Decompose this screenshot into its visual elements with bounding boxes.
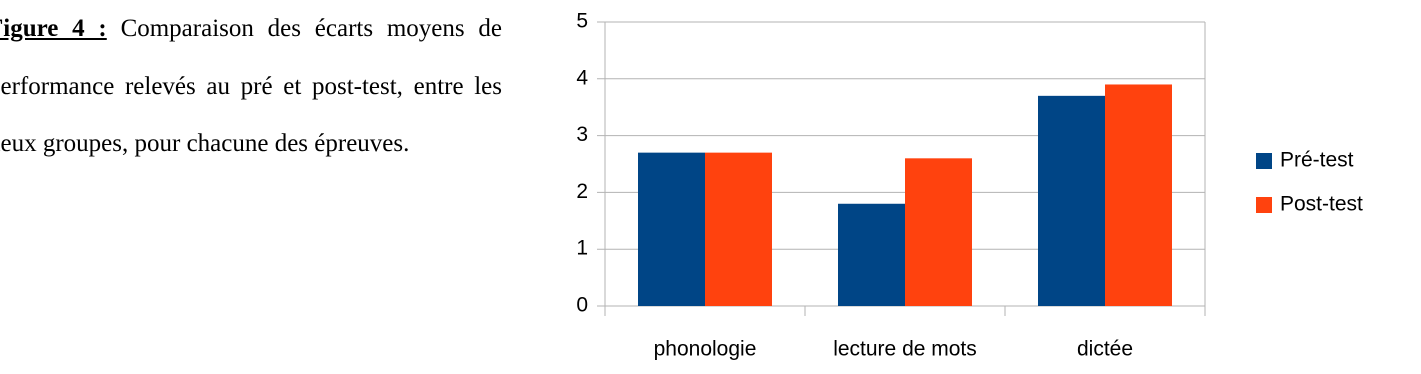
bar xyxy=(705,152,772,306)
bar xyxy=(638,152,705,306)
x-tick-label: phonologie xyxy=(654,338,757,361)
x-tick-label: dictée xyxy=(1077,338,1133,361)
bar xyxy=(838,203,905,306)
caption-label: Figure 4 : xyxy=(0,15,107,42)
legend-swatch xyxy=(1256,197,1272,213)
caption-text: Comparaison des écarts moyens de perform… xyxy=(0,15,503,157)
bar xyxy=(1038,95,1105,306)
legend-swatch xyxy=(1256,153,1272,169)
y-tick-label: 1 xyxy=(576,237,588,260)
y-tick-label: 3 xyxy=(576,123,588,146)
y-tick-label: 5 xyxy=(576,10,588,33)
y-tick-label: 0 xyxy=(576,294,588,317)
x-tick-label: lecture de mots xyxy=(833,338,977,361)
y-tick-label: 4 xyxy=(576,66,588,89)
legend-label: Pré-test xyxy=(1280,149,1354,172)
bar xyxy=(1105,84,1172,306)
figure-caption: Figure 4 : Comparaison des écarts moyens… xyxy=(0,0,502,173)
y-tick-label: 2 xyxy=(576,180,588,203)
legend-label: Post-test xyxy=(1280,193,1363,216)
bar xyxy=(905,158,972,306)
